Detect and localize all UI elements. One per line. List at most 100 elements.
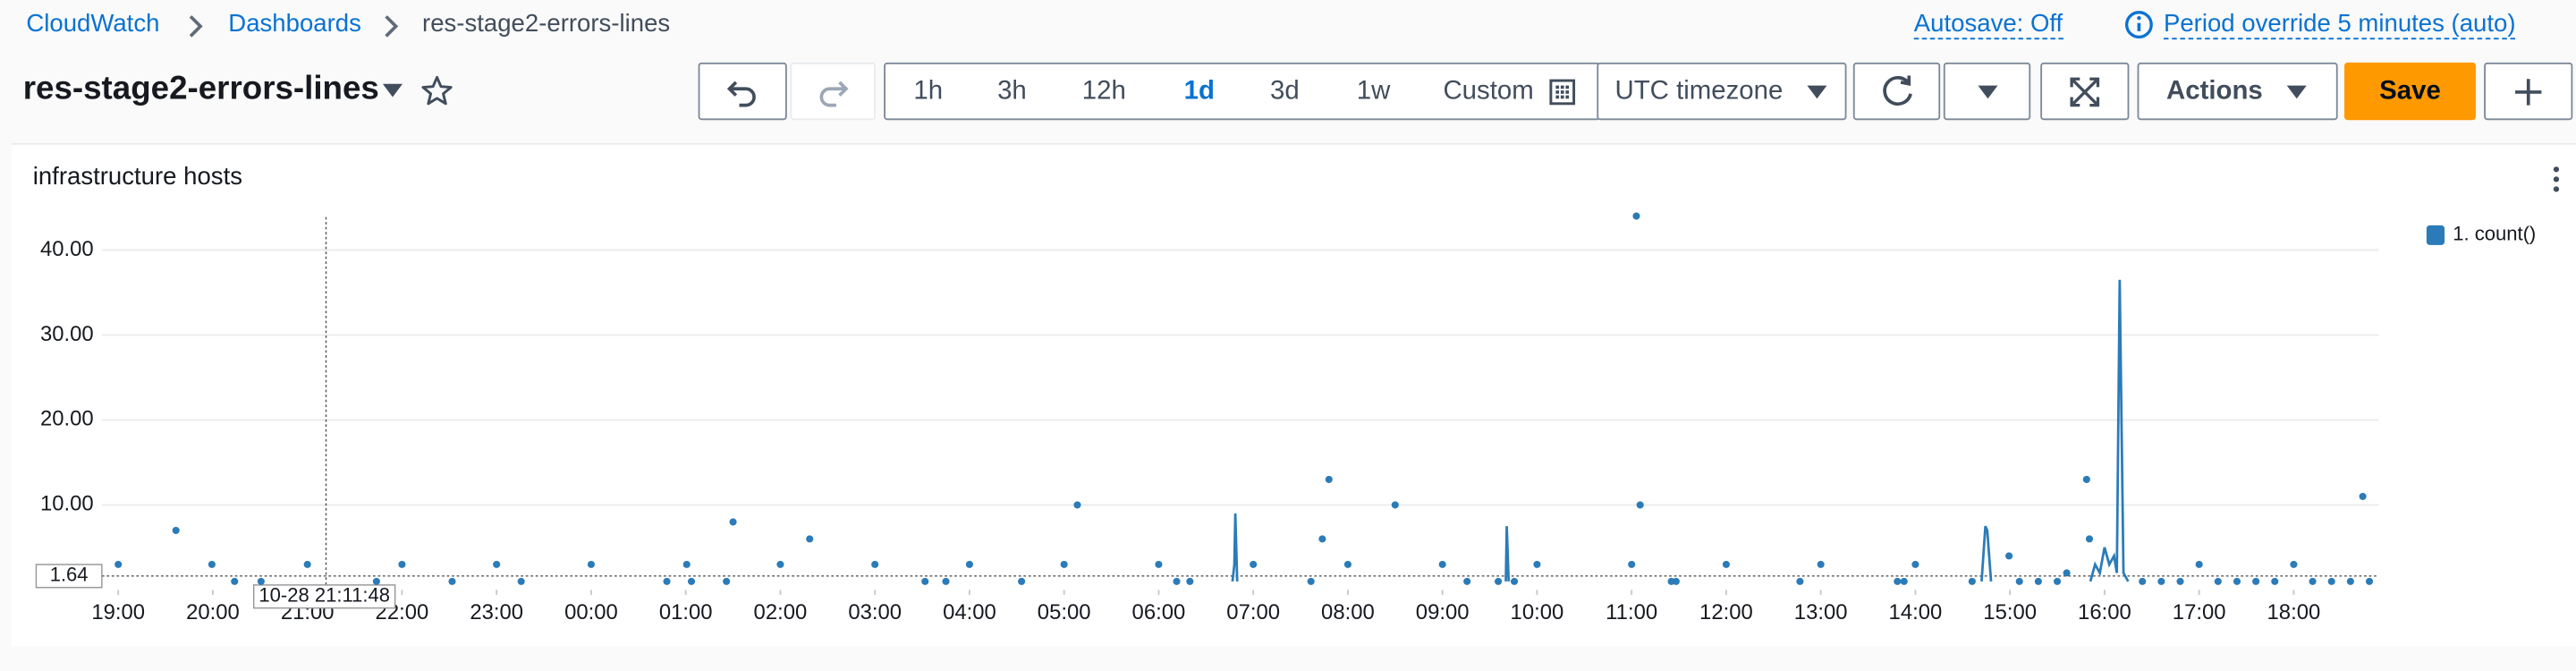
chevron-icon <box>385 15 399 38</box>
y-tick-label: 10.00 <box>40 492 94 516</box>
data-point <box>1968 577 1976 585</box>
x-tick-label: 01:00 <box>659 600 713 624</box>
data-point <box>1463 577 1471 585</box>
data-point <box>1628 560 1636 568</box>
data-point <box>1817 560 1825 568</box>
breadcrumb-link[interactable]: CloudWatch <box>26 10 160 38</box>
autosave-toggle[interactable]: Autosave: Off <box>1913 10 2063 40</box>
breadcrumb-current: res-stage2-errors-lines <box>422 10 671 38</box>
dropdown-icon <box>2287 84 2308 98</box>
x-tick-label: 23:00 <box>470 600 523 624</box>
data-point <box>1073 501 1081 509</box>
y-tick-label: 30.00 <box>40 322 94 346</box>
x-tick-label: 18:00 <box>2267 600 2321 624</box>
data-point <box>493 560 501 568</box>
breadcrumb-link[interactable]: Dashboards <box>228 10 361 38</box>
calendar-icon <box>1549 79 1576 106</box>
data-point <box>776 560 784 568</box>
actions-label: Actions <box>2166 76 2263 105</box>
time-range-option[interactable]: 3h <box>997 76 1027 105</box>
time-range-option[interactable]: 1w <box>1356 76 1391 105</box>
period-override[interactable]: Period override 5 minutes (auto) <box>2163 10 2516 40</box>
x-tick-label: 06:00 <box>1132 600 1186 624</box>
data-point <box>1900 577 1908 585</box>
refresh-options[interactable] <box>1943 62 2031 121</box>
time-range-option[interactable]: 1h <box>913 76 944 105</box>
data-point <box>1533 560 1541 568</box>
fullscreen-icon <box>2070 76 2100 106</box>
crosshair-x-label: 10-28 21:11:48 <box>258 584 390 607</box>
x-tick-label: 04:00 <box>943 600 996 624</box>
x-tick-label: 19:00 <box>91 600 145 624</box>
x-tick-label: 07:00 <box>1226 600 1280 624</box>
data-point <box>663 577 671 585</box>
data-point <box>303 560 311 568</box>
time-range-option[interactable]: 3d <box>1269 76 1300 105</box>
x-tick-label: 09:00 <box>1416 600 1470 624</box>
data-point <box>2085 535 2094 543</box>
data-line <box>1504 526 1511 582</box>
data-point <box>398 560 406 568</box>
data-point <box>729 518 737 526</box>
redo-icon <box>819 80 849 106</box>
data-point <box>2309 577 2317 585</box>
data-point <box>871 560 879 568</box>
widget: infrastructure hosts <box>11 142 2576 647</box>
dashboard-title: res-stage2-errors-lines <box>22 71 379 107</box>
refresh-button[interactable] <box>1852 62 1941 121</box>
data-point <box>1511 577 1519 585</box>
undo-button[interactable] <box>698 62 787 121</box>
x-tick-label: 15:00 <box>1983 600 2037 624</box>
data-point <box>1343 560 1352 568</box>
widget-menu-icon[interactable] <box>2551 165 2561 194</box>
crosshair-x-label-box <box>252 584 396 609</box>
x-tick-label: 16:00 <box>2078 600 2131 624</box>
data-point <box>587 560 595 568</box>
data-point <box>687 577 696 585</box>
x-tick-label: 11:00 <box>1606 600 1657 624</box>
x-tick-label: 08:00 <box>1321 600 1375 624</box>
time-range-option[interactable]: 12h <box>1081 76 1126 105</box>
favorite-icon[interactable] <box>420 74 453 107</box>
data-point <box>1307 577 1315 585</box>
redo-button[interactable] <box>790 62 876 121</box>
data-point <box>2271 577 2279 585</box>
data-point <box>1250 560 1258 568</box>
data-point <box>921 577 929 585</box>
data-point <box>1495 577 1503 585</box>
data-point <box>2233 577 2241 585</box>
actions-button[interactable]: Actions <box>2137 62 2338 121</box>
data-point <box>1438 560 1446 568</box>
widget-title: infrastructure hosts <box>32 162 243 191</box>
data-point <box>1722 560 1730 568</box>
data-point <box>2053 577 2062 585</box>
data-point <box>172 526 180 534</box>
time-range-option[interactable]: 1d <box>1183 76 1215 105</box>
crosshair-y-label-box <box>35 564 103 589</box>
timezone-label: UTC timezone <box>1614 76 1784 105</box>
save-button[interactable]: Save <box>2344 62 2476 121</box>
data-line <box>1231 513 1239 582</box>
data-point <box>2252 577 2260 585</box>
x-tick-label: 02:00 <box>754 600 808 624</box>
data-point <box>2157 577 2165 585</box>
data-point <box>2214 577 2222 585</box>
data-point <box>2063 569 2071 577</box>
data-point <box>723 577 731 585</box>
add-widget-button[interactable] <box>2484 62 2573 121</box>
time-range-option[interactable]: Custom <box>1443 76 1534 105</box>
y-tick-label: 40.00 <box>40 237 94 261</box>
data-point <box>2290 560 2298 568</box>
dropdown-icon[interactable] <box>381 81 404 100</box>
dropdown-icon <box>1807 84 1827 98</box>
data-point <box>448 577 456 585</box>
data-point <box>1636 501 1644 509</box>
data-point <box>2346 577 2354 585</box>
data-point <box>1911 560 1919 568</box>
timezone-select[interactable]: UTC timezone <box>1597 62 1847 121</box>
data-point <box>806 535 814 543</box>
x-tick-label: 10:00 <box>1511 600 1564 624</box>
data-point <box>1632 212 1640 220</box>
fullscreen-button[interactable] <box>2040 62 2130 121</box>
